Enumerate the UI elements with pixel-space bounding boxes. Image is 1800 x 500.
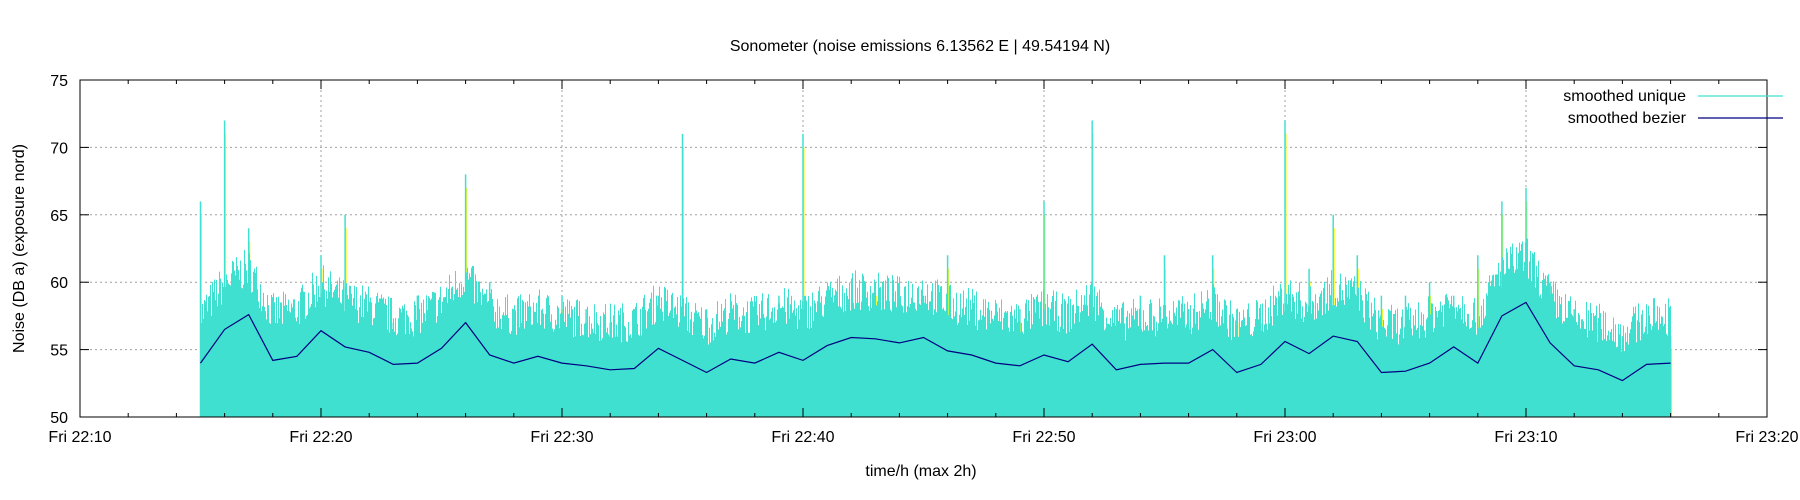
series-smoothed-bezier bbox=[200, 301, 1671, 382]
legend-label-unique: smoothed unique bbox=[1563, 88, 1686, 105]
x-axis: Fri 22:10 Fri 22:20 Fri 22:30 Fri 22:40 Fri … bbox=[48, 80, 1799, 446]
x-tick-label: Fri 22:10 bbox=[48, 429, 111, 446]
x-axis-label: time/h (max 2h) bbox=[865, 463, 976, 480]
y-axis-label: Noise (DB a) (exposure nord) bbox=[11, 144, 28, 353]
x-tick-label: Fri 22:40 bbox=[771, 429, 834, 446]
plot-frame bbox=[79, 79, 1768, 418]
legend-label-bezier: smoothed bezier bbox=[1568, 110, 1687, 127]
y-tick-label: 50 bbox=[50, 410, 68, 427]
y-tick-label: 75 bbox=[50, 73, 68, 90]
x-tick-label: Fri 23:20 bbox=[1735, 429, 1798, 446]
legend: smoothed unique smoothed bezier bbox=[1563, 88, 1783, 127]
y-tick-label: 60 bbox=[50, 275, 68, 292]
y-axis: 50 55 60 65 70 75 bbox=[50, 73, 1767, 427]
x-tick-label: Fri 22:50 bbox=[1012, 429, 1075, 446]
x-tick-label: Fri 22:20 bbox=[289, 429, 352, 446]
y-tick-label: 65 bbox=[50, 208, 68, 225]
x-tick-label: Fri 22:30 bbox=[530, 429, 593, 446]
x-tick-label: Fri 23:00 bbox=[1253, 429, 1316, 446]
series-smoothed-unique bbox=[199, 120, 1672, 417]
chart-title: Sonometer (noise emissions 6.13562 E | 4… bbox=[730, 38, 1110, 55]
y-tick-label: 55 bbox=[50, 343, 68, 360]
y-tick-label: 70 bbox=[50, 140, 68, 157]
x-tick-label: Fri 23:10 bbox=[1494, 429, 1557, 446]
